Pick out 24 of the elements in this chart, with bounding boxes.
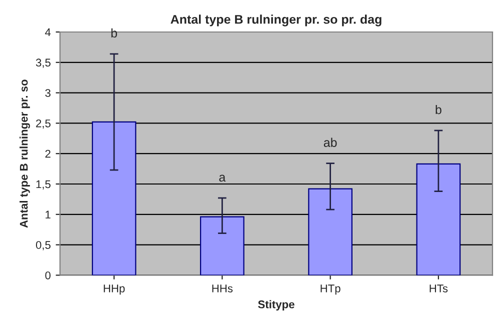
annotation: b — [111, 28, 118, 38]
y-tick-label: 0,5 — [36, 241, 51, 250]
y-tick-label: 1 — [46, 210, 50, 218]
bar — [92, 121, 136, 276]
annotation: b — [436, 104, 442, 114]
y-axis-title: Antal type B rulninger pr. so — [20, 80, 30, 228]
chart-title: Antal type B rulninger pr. so pr. dag — [170, 14, 382, 26]
y-tick-label: 3,5 — [36, 58, 51, 68]
x-axis-title: Stitype — [258, 300, 294, 310]
y-tick-label: 2,5 — [36, 119, 51, 129]
annotation: ab — [324, 138, 337, 147]
x-tick-label: HTp — [320, 284, 340, 295]
annotation: a — [219, 174, 226, 182]
y-tick-label: 4 — [45, 28, 51, 36]
y-tick-label: 1,5 — [36, 180, 51, 190]
bar — [416, 163, 461, 276]
bar — [308, 188, 352, 276]
y-tick-label: 0 — [45, 271, 51, 280]
bar — [200, 216, 244, 276]
y-tick-label: 3 — [45, 89, 50, 97]
x-tick-label: HHp — [104, 284, 125, 295]
y-tick-label: 2 — [45, 150, 50, 158]
x-tick-label: HTs — [430, 284, 448, 292]
x-tick-label: HHs — [212, 284, 233, 292]
